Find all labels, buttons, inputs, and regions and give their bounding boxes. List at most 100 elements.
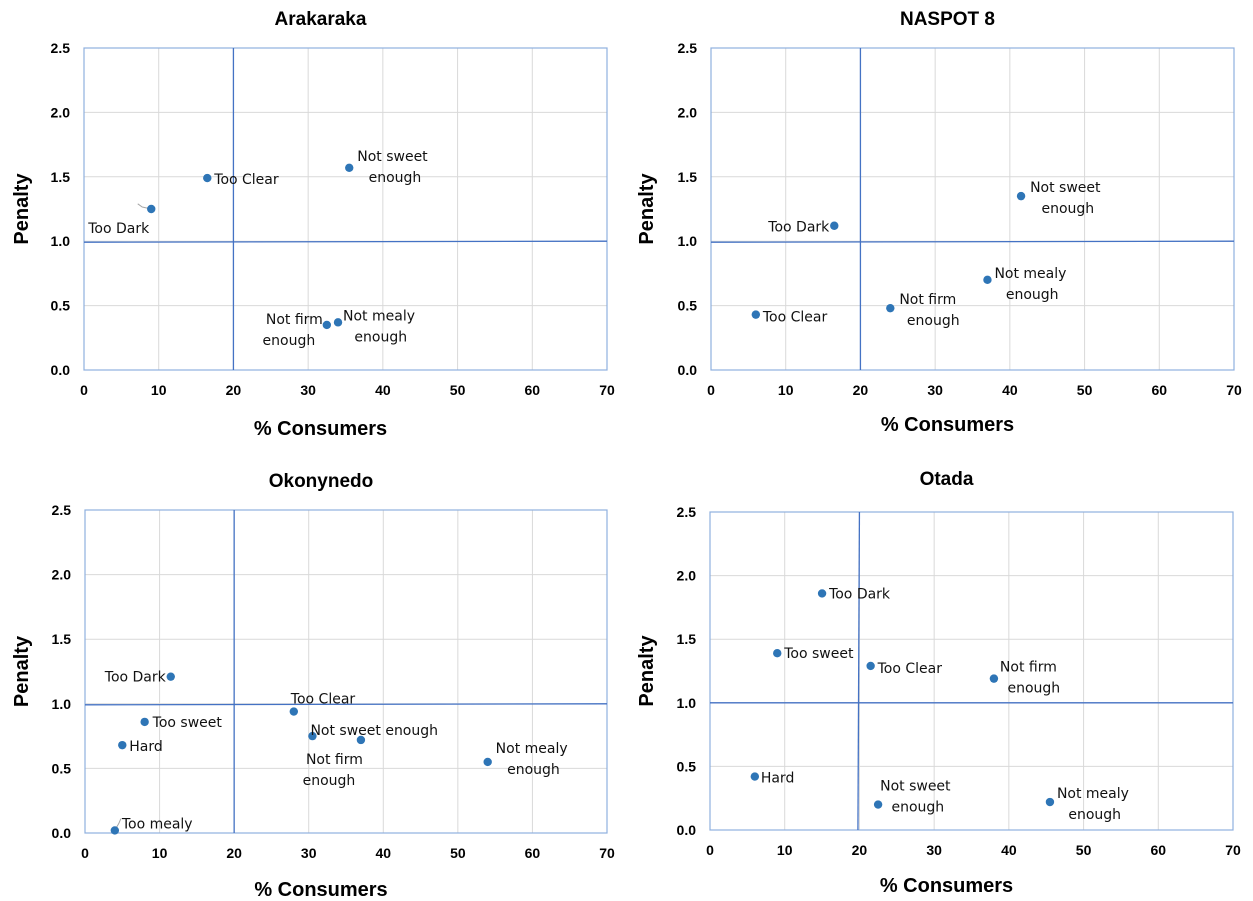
- plot-area-frame: [83, 47, 608, 371]
- data-point: [983, 275, 992, 285]
- data-point-label: Hard: [761, 771, 795, 787]
- plot-area-frame: [709, 511, 1234, 831]
- chart-title: Otada: [920, 469, 974, 490]
- data-point-label: enough: [1008, 681, 1061, 697]
- data-point-label: Too Dark: [104, 670, 167, 686]
- data-point: [886, 303, 895, 313]
- data-point: [1016, 191, 1026, 201]
- y-axis-title: Penalty: [636, 173, 658, 245]
- data-point: [118, 740, 127, 750]
- x-tick-label: 50: [450, 382, 466, 398]
- x-tick-label: 0: [706, 842, 714, 858]
- data-point-label: Not mealy: [994, 266, 1066, 282]
- data-point-label: Not sweet: [357, 149, 428, 165]
- data-point: [140, 717, 149, 727]
- x-tick-label: 40: [1001, 842, 1017, 858]
- x-tick-label: 10: [152, 845, 168, 861]
- y-tick-label: 0.0: [677, 822, 697, 838]
- x-tick-label: 20: [853, 382, 869, 398]
- reference-line-vertical: [857, 511, 861, 831]
- x-tick-label: 70: [1226, 382, 1242, 398]
- data-point: [866, 661, 875, 671]
- y-tick-label: 1.0: [52, 696, 72, 712]
- chart-panel-4: 0 10 20 30 40 50 60 70 0.0 0.5 1.0 1.5 2.0 2.5 Otada % …: [636, 469, 1241, 897]
- x-tick-label: 20: [852, 842, 868, 858]
- chart-title: NASPOT 8: [900, 9, 995, 30]
- x-tick-label: 10: [777, 842, 793, 858]
- y-axis-title: Penalty: [11, 173, 33, 245]
- y-tick-label: 2.0: [52, 567, 72, 583]
- chart-panel-2: 0 10 20 30 40 50 60 70 0.0 0.5 1.0 1.5 2.0 2.5 NASPOT …: [636, 9, 1242, 436]
- y-tick-label: 2.5: [51, 40, 71, 56]
- x-tick-label: 60: [1151, 382, 1167, 398]
- data-point: [308, 731, 317, 741]
- y-tick-label: 2.0: [677, 568, 697, 584]
- y-tick-label: 0.5: [677, 758, 697, 774]
- data-point: [873, 800, 883, 809]
- data-point: [750, 772, 760, 781]
- reference-line-horizontal: [710, 240, 1235, 243]
- x-tick-label: 60: [524, 382, 540, 398]
- data-point-label: Not sweet enough: [310, 723, 438, 739]
- x-tick-label: 70: [599, 382, 615, 398]
- data-point: [1045, 797, 1055, 807]
- data-point-label: Not firm: [899, 292, 956, 308]
- data-point-label: Not mealy: [496, 741, 568, 757]
- data-point-label: Too Clear: [877, 661, 943, 677]
- data-point-label: enough: [263, 333, 316, 349]
- x-axis-title: % Consumers: [880, 875, 1013, 897]
- data-point-label: Too Dark: [87, 221, 150, 237]
- x-tick-label: 50: [1076, 842, 1092, 858]
- data-point-label: Too Clear: [762, 310, 828, 326]
- y-tick-label: 2.5: [677, 504, 697, 520]
- y-tick-label: 1.5: [678, 169, 698, 185]
- x-tick-label: 40: [375, 845, 391, 861]
- data-point-label: Too sweet: [152, 715, 223, 731]
- data-point-label: Not firm: [306, 752, 363, 768]
- plot-area-frame: [84, 509, 608, 834]
- data-point-label: enough: [907, 313, 960, 329]
- data-point-label: enough: [1006, 287, 1059, 303]
- data-point: [289, 707, 298, 716]
- data-point-label: Not firm: [1000, 660, 1057, 676]
- data-point: [322, 320, 332, 330]
- reference-line-horizontal: [83, 240, 608, 243]
- y-tick-label: 2.5: [678, 40, 698, 56]
- y-tick-label: 1.5: [51, 169, 71, 185]
- data-point-label: Too Dark: [828, 586, 891, 602]
- data-point: [203, 173, 212, 183]
- y-axis-title: Penalty: [636, 635, 658, 707]
- y-tick-label: 2.0: [51, 104, 71, 120]
- data-point-label: Hard: [129, 739, 163, 755]
- y-tick-label: 0.5: [51, 298, 71, 314]
- data-point: [773, 648, 782, 658]
- data-point-label: enough: [354, 329, 407, 345]
- chart-panel-3: 0 10 20 30 40 50 60 70 0.0 0.5 1.0 1.5 2.0 2.5 Okonyne…: [11, 471, 615, 901]
- x-tick-label: 40: [1002, 382, 1018, 398]
- y-tick-label: 1.5: [677, 631, 697, 647]
- data-point-label: enough: [892, 800, 945, 816]
- data-point: [356, 735, 366, 745]
- y-tick-label: 1.0: [677, 695, 697, 711]
- data-point-label: enough: [1068, 807, 1121, 823]
- x-tick-label: 70: [599, 845, 615, 861]
- x-tick-label: 50: [1077, 382, 1093, 398]
- x-tick-label: 30: [300, 382, 316, 398]
- data-point: [345, 163, 354, 172]
- x-tick-label: 0: [81, 845, 89, 861]
- y-tick-label: 1.0: [51, 233, 71, 249]
- y-tick-label: 0.5: [52, 760, 72, 776]
- chart-title: Arakaraka: [275, 9, 367, 30]
- x-tick-label: 30: [926, 842, 942, 858]
- data-point: [989, 674, 999, 683]
- chart-title: Okonynedo: [269, 471, 374, 492]
- x-tick-label: 30: [301, 845, 317, 861]
- data-point: [751, 310, 761, 319]
- y-tick-label: 0.0: [51, 362, 71, 378]
- data-point-label: enough: [1041, 201, 1094, 217]
- data-point: [166, 672, 175, 681]
- data-point-label: Not sweet: [880, 779, 951, 795]
- x-tick-label: 60: [525, 845, 541, 861]
- x-tick-label: 50: [450, 845, 466, 861]
